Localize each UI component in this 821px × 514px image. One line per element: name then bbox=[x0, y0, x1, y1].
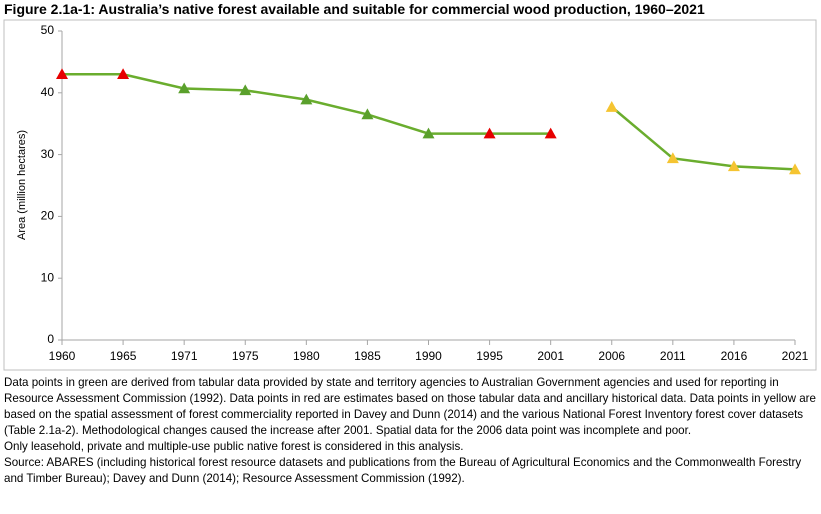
note: Data points in green are derived from ta… bbox=[4, 376, 816, 437]
marker bbox=[178, 82, 191, 94]
marker bbox=[483, 127, 496, 139]
marker bbox=[789, 163, 801, 175]
y-tick-label: 10 bbox=[41, 270, 55, 284]
note: Only leasehold, private and multiple-use… bbox=[4, 440, 464, 453]
chart-title: Figure 2.1a-1: Australia’s native forest… bbox=[4, 1, 705, 17]
y-tick-label: 40 bbox=[41, 85, 55, 99]
marker bbox=[544, 127, 557, 139]
x-tick-label: 1971 bbox=[171, 349, 198, 363]
marker bbox=[300, 93, 313, 105]
y-tick-label: 20 bbox=[41, 209, 55, 223]
x-tick-label: 1975 bbox=[232, 349, 259, 363]
y-tick-label: 50 bbox=[41, 23, 55, 37]
marker bbox=[422, 127, 435, 139]
note: Source: ABARES (including historical for… bbox=[4, 456, 802, 485]
marker bbox=[666, 152, 679, 164]
y-axis-label: Area (million hectares) bbox=[16, 130, 28, 240]
x-tick-label: 2001 bbox=[537, 349, 564, 363]
series-line bbox=[610, 106, 796, 171]
marker bbox=[727, 160, 740, 172]
x-tick-label: 1980 bbox=[293, 349, 320, 363]
marker bbox=[605, 101, 618, 112]
marker bbox=[117, 68, 130, 80]
chart-frame bbox=[3, 19, 817, 371]
x-tick-label: 1965 bbox=[110, 349, 137, 363]
marker bbox=[56, 68, 68, 80]
x-tick-label: 2011 bbox=[660, 349, 686, 363]
x-tick-label: 2006 bbox=[598, 349, 625, 363]
x-tick-label: 1995 bbox=[476, 349, 503, 363]
x-tick-label: 2021 bbox=[782, 349, 809, 363]
x-tick-label: 1990 bbox=[415, 349, 442, 363]
marker bbox=[361, 108, 374, 120]
y-tick-label: 30 bbox=[41, 147, 55, 161]
marker bbox=[239, 84, 252, 96]
y-tick-label: 0 bbox=[47, 332, 54, 346]
x-tick-label: 1985 bbox=[354, 349, 381, 363]
x-tick-label: 2016 bbox=[721, 349, 748, 363]
x-tick-label: 1960 bbox=[49, 349, 76, 363]
notes: Data points in green are derived from ta… bbox=[4, 375, 816, 487]
